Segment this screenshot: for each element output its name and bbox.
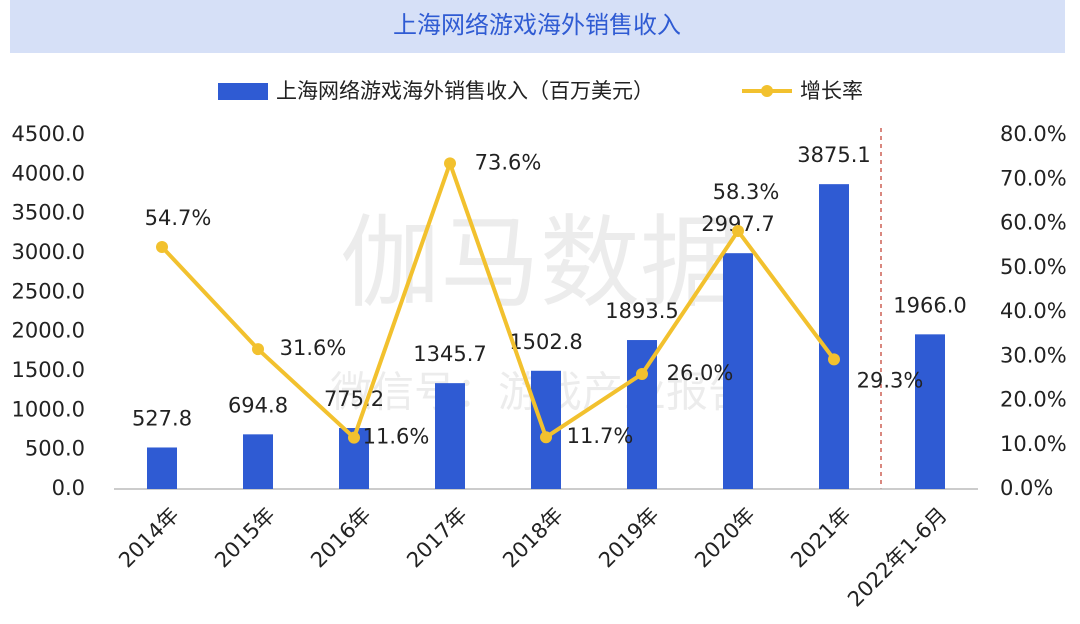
x-tick-label: 2020年 xyxy=(690,503,760,573)
y2-tick-label: 50.0% xyxy=(1000,255,1067,279)
bar xyxy=(435,383,465,489)
x-tick-label: 2015年 xyxy=(210,503,280,573)
x-tick-label: 2017年 xyxy=(402,503,472,573)
legend-label: 上海网络游戏海外销售收入（百万美元） xyxy=(276,79,654,103)
title-banner xyxy=(10,0,1065,53)
growth-point xyxy=(348,431,360,444)
x-tick-label: 2019年 xyxy=(594,503,664,573)
watermark: 伽马数据 xyxy=(340,204,740,321)
growth-point xyxy=(156,240,168,253)
bar xyxy=(147,447,177,489)
bar-value-label: 527.8 xyxy=(132,406,192,430)
y2-tick-label: 80.0% xyxy=(1000,122,1067,146)
growth-value-label: 54.7% xyxy=(145,206,212,230)
bar xyxy=(627,340,657,489)
growth-value-label: 26.0% xyxy=(667,361,734,385)
growth-point xyxy=(636,367,648,380)
legend-label: 增长率 xyxy=(800,79,863,103)
growth-value-label: 11.6% xyxy=(363,425,430,449)
bar-value-label: 694.8 xyxy=(228,393,288,417)
y2-tick-label: 60.0% xyxy=(1000,211,1067,235)
x-tick-label: 2022年1-6月 xyxy=(843,503,952,612)
bar-value-label: 1893.5 xyxy=(605,299,678,323)
bar-value-label: 1502.8 xyxy=(509,330,582,354)
x-tick-label: 2014年 xyxy=(114,503,184,573)
bar xyxy=(243,434,273,489)
growth-point xyxy=(540,431,552,444)
bar xyxy=(723,253,753,489)
y-tick-label: 2000.0 xyxy=(12,319,85,343)
growth-value-label: 58.3% xyxy=(713,180,780,204)
bar xyxy=(915,334,945,489)
growth-point xyxy=(444,157,456,170)
bar-value-label: 3875.1 xyxy=(797,143,870,167)
y2-tick-label: 40.0% xyxy=(1000,299,1067,323)
y-tick-label: 4000.0 xyxy=(12,161,85,185)
bar xyxy=(819,184,849,489)
y-tick-label: 3000.0 xyxy=(12,240,85,264)
y-tick-label: 1500.0 xyxy=(12,358,85,382)
y-tick-label: 2500.0 xyxy=(12,279,85,303)
growth-value-label: 11.7% xyxy=(567,424,634,448)
y2-tick-label: 0.0% xyxy=(1000,476,1053,500)
legend-swatch xyxy=(761,85,773,97)
legend-swatch xyxy=(218,83,268,100)
bar-value-label: 775.2 xyxy=(324,387,384,411)
growth-line xyxy=(160,161,836,440)
growth-point xyxy=(828,353,840,366)
y-tick-label: 4500.0 xyxy=(12,122,85,146)
y-tick-label: 0.0 xyxy=(52,476,85,500)
growth-point xyxy=(252,343,264,356)
chart-title: 上海网络游戏海外销售收入 xyxy=(393,11,681,39)
x-tick-label: 2018年 xyxy=(498,503,568,573)
growth-value-label: 29.3% xyxy=(857,368,924,392)
x-tick-label: 2021年 xyxy=(786,503,856,573)
bar-value-label: 1345.7 xyxy=(413,342,486,366)
x-tick-label: 2016年 xyxy=(306,503,376,573)
y2-tick-label: 20.0% xyxy=(1000,388,1067,412)
growth-point xyxy=(732,225,744,238)
y-tick-label: 500.0 xyxy=(25,437,85,461)
bar-value-label: 1966.0 xyxy=(893,293,966,317)
y2-tick-label: 10.0% xyxy=(1000,432,1067,456)
growth-value-label: 73.6% xyxy=(475,150,542,174)
growth-value-label: 31.6% xyxy=(280,336,347,360)
y-tick-label: 3500.0 xyxy=(12,201,85,225)
y-tick-label: 1000.0 xyxy=(12,397,85,421)
y2-tick-label: 30.0% xyxy=(1000,343,1067,367)
y2-tick-label: 70.0% xyxy=(1000,166,1067,190)
